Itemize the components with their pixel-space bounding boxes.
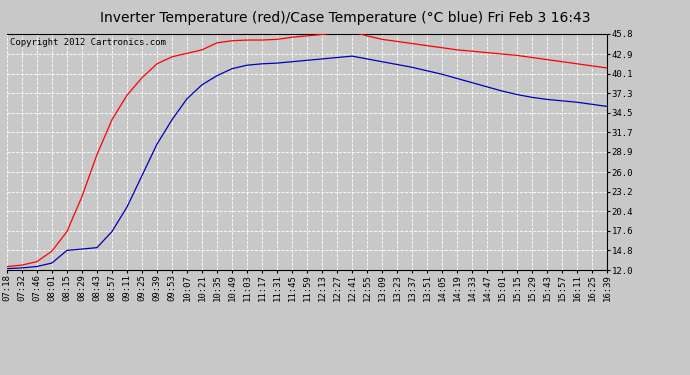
Text: Inverter Temperature (red)/Case Temperature (°C blue) Fri Feb 3 16:43: Inverter Temperature (red)/Case Temperat… [100, 11, 590, 25]
Text: Copyright 2012 Cartronics.com: Copyright 2012 Cartronics.com [10, 39, 166, 48]
